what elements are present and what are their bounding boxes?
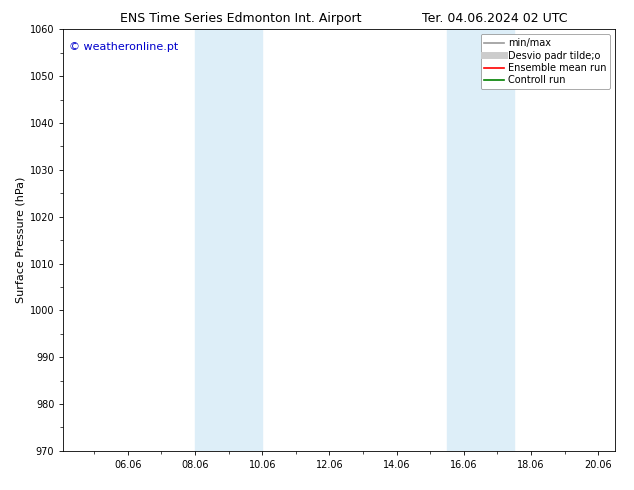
Text: Ter. 04.06.2024 02 UTC: Ter. 04.06.2024 02 UTC [422, 12, 567, 25]
Text: ENS Time Series Edmonton Int. Airport: ENS Time Series Edmonton Int. Airport [120, 12, 361, 25]
Y-axis label: Surface Pressure (hPa): Surface Pressure (hPa) [16, 177, 25, 303]
Bar [195, 29, 262, 451]
Text: © weatheronline.pt: © weatheronline.pt [69, 42, 178, 52]
Legend: min/max, Desvio padr tilde;o, Ensemble mean run, Controll run: min/max, Desvio padr tilde;o, Ensemble m… [481, 34, 610, 89]
Bar [447, 29, 514, 451]
